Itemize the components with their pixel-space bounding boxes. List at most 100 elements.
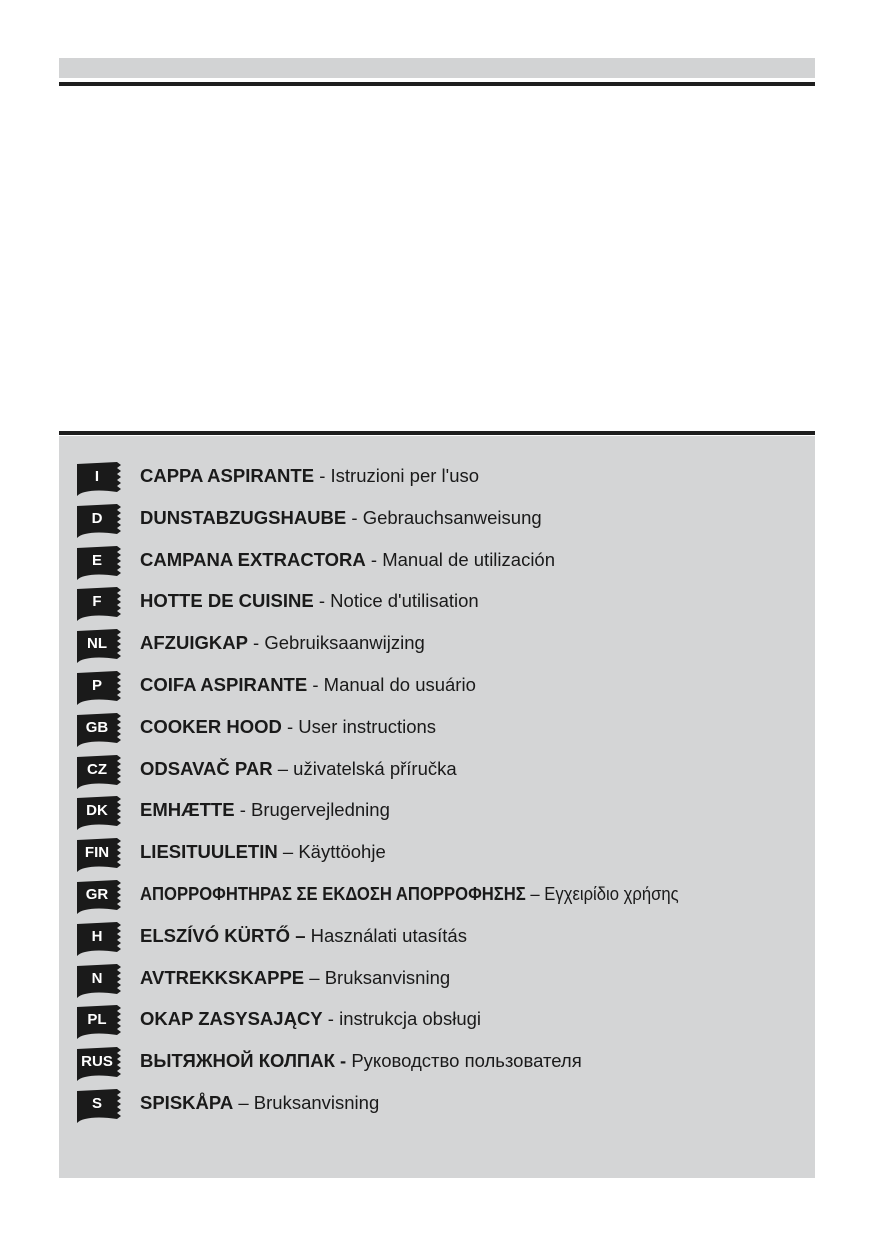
language-text: COIFA ASPIRANTE - Manual do usuário: [140, 674, 476, 696]
language-flag-badge: E: [77, 545, 123, 580]
language-flag-badge: F: [77, 587, 123, 622]
product-title: SPISKÅPA: [140, 1092, 234, 1113]
language-flag-badge: RUS: [77, 1047, 123, 1082]
language-code: D: [91, 509, 103, 527]
manual-subtitle: Manual de utilización: [382, 548, 556, 570]
language-text: EMHÆTTE - Brugervejledning: [140, 799, 390, 821]
language-code: CZ: [87, 760, 107, 778]
product-title: COIFA ASPIRANTE: [140, 674, 308, 695]
separator: -: [307, 674, 324, 695]
product-title: OKAP ZASYSAJĄCY: [140, 1008, 323, 1030]
language-text: CAMPANA EXTRACTORA - Manual de utilizaci…: [140, 549, 555, 571]
separator: -: [365, 548, 383, 570]
language-item: F HOTTE DE CUISINE - Notice d'utilisatio…: [77, 587, 479, 622]
language-item: CZ ODSAVAČ PAR – uživatelská příručka: [77, 754, 457, 789]
product-title: EMHÆTTE: [140, 799, 235, 821]
language-flag-badge: PL: [77, 1005, 123, 1040]
manual-subtitle: Brugervejledning: [251, 799, 390, 821]
manual-subtitle: Руководство пользователя: [351, 1050, 582, 1072]
language-code: DK: [86, 802, 108, 820]
language-item: D DUNSTABZUGSHAUBE - Gebrauchsanweisung: [77, 503, 542, 538]
separator: -: [247, 632, 265, 654]
language-list: I CAPPA ASPIRANTE - Istruzioni per l'uso…: [59, 436, 815, 1178]
language-code: P: [91, 677, 102, 694]
language-code: E: [91, 551, 102, 569]
manual-subtitle: uživatelská příručka: [293, 757, 457, 779]
header-rule: [59, 82, 815, 86]
language-flag-badge: N: [77, 963, 123, 998]
language-text: ВЫТЯЖНОЙ КОЛПАК - Руководство пользовате…: [140, 1050, 582, 1072]
product-title: LIESITUULETIN: [140, 841, 278, 863]
manual-subtitle: Bruksanvisning: [324, 966, 451, 988]
separator: –: [233, 1092, 254, 1113]
language-flag-badge: GR: [77, 880, 123, 914]
separator: -: [346, 506, 363, 528]
language-code: NL: [87, 635, 107, 653]
separator: -: [313, 590, 331, 612]
language-item: GR ΑΠΟΡΡΟΦΗΤΗΡΑΣ ΣΕ ΕΚΔΟΣΗ ΑΠΟΡΡΟΦΗΣΗΣ –…: [77, 880, 739, 914]
language-code: FIN: [84, 844, 110, 862]
language-item: FIN LIESITUULETIN – Käyttöohje: [77, 838, 386, 873]
language-code: GB: [85, 718, 109, 736]
language-code: RUS: [81, 1053, 113, 1071]
language-flag-badge: CZ: [77, 754, 123, 789]
manual-subtitle: Használati utasítás: [310, 924, 467, 946]
language-code: PL: [87, 1011, 107, 1029]
language-item: GB COOKER HOOD - User instructions: [77, 712, 436, 747]
language-code: F: [92, 593, 102, 611]
language-text: SPISKÅPA – Bruksanvisning: [140, 1092, 379, 1114]
manual-subtitle: Gebrauchsanweisung: [362, 506, 542, 528]
language-flag-badge: D: [77, 503, 123, 538]
manual-subtitle: Notice d'utilisation: [330, 590, 479, 612]
language-flag-badge: I: [77, 462, 123, 496]
product-title: COOKER HOOD: [140, 715, 282, 737]
separator: -: [322, 1008, 340, 1030]
language-item: E CAMPANA EXTRACTORA - Manual de utiliza…: [77, 545, 555, 580]
separator: -: [281, 715, 299, 737]
language-text: COOKER HOOD - User instructions: [140, 716, 436, 738]
language-flag-badge: P: [77, 671, 123, 705]
language-item: P COIFA ASPIRANTE - Manual do usuário: [77, 671, 476, 705]
manual-subtitle: Manual do usuário: [323, 674, 476, 695]
language-flag-badge: NL: [77, 629, 123, 664]
language-text: OKAP ZASYSAJĄCY - instrukcja obsługi: [140, 1008, 481, 1030]
manual-subtitle: Εγχειρίδιο χρήσης: [544, 883, 679, 904]
language-item: DK EMHÆTTE - Brugervejledning: [77, 796, 390, 831]
product-title: ODSAVAČ PAR: [140, 757, 273, 779]
manual-subtitle: Bruksanvisning: [253, 1092, 380, 1113]
language-code: S: [91, 1095, 102, 1112]
product-title: AFZUIGKAP: [140, 632, 248, 654]
language-item: N AVTREKKSKAPPE – Bruksanvisning: [77, 963, 450, 998]
language-flag-badge: DK: [77, 796, 123, 831]
language-item: H ELSZÍVÓ KÜRTŐ – Használati utasítás: [77, 921, 467, 956]
separator: –: [272, 757, 294, 779]
product-title: CAMPANA EXTRACTORA: [140, 548, 366, 570]
language-code: I: [94, 468, 100, 485]
language-flag-badge: H: [77, 921, 123, 956]
language-code: GR: [85, 886, 109, 903]
product-title: AVTREKKSKAPPE: [140, 966, 305, 988]
language-item: NL AFZUIGKAP - Gebruiksaanwijzing: [77, 629, 425, 664]
separator: –: [304, 966, 325, 988]
language-code: N: [91, 969, 103, 987]
language-item: PL OKAP ZASYSAJĄCY - instrukcja obsługi: [77, 1005, 481, 1040]
language-text: AFZUIGKAP - Gebruiksaanwijzing: [140, 632, 425, 654]
language-text: ΑΠΟΡΡΟΦΗΤΗΡΑΣ ΣΕ ΕΚΔΟΣΗ ΑΠΟΡΡΟΦΗΣΗΣ – Εγ…: [140, 883, 679, 905]
product-title: ELSZÍVÓ KÜRTŐ –: [140, 924, 306, 946]
product-title: DUNSTABZUGSHAUBE: [140, 506, 347, 528]
product-title: ВЫТЯЖНОЙ КОЛПАК -: [140, 1050, 347, 1072]
section-rule: [59, 431, 815, 435]
language-text: ODSAVAČ PAR – uživatelská příručka: [140, 758, 457, 780]
manual-subtitle: Käyttöohje: [298, 841, 386, 863]
separator: -: [234, 799, 252, 821]
language-text: LIESITUULETIN – Käyttöohje: [140, 841, 386, 863]
language-item: RUS ВЫТЯЖНОЙ КОЛПАК - Руководство пользо…: [77, 1047, 582, 1082]
separator: –: [525, 883, 545, 904]
language-flag-badge: FIN: [77, 838, 123, 873]
product-title: ΑΠΟΡΡΟΦΗΤΗΡΑΣ ΣΕ ΕΚΔΟΣΗ ΑΠΟΡΡΟΦΗΣΗΣ: [140, 883, 526, 904]
language-text: CAPPA ASPIRANTE - Istruzioni per l'uso: [140, 465, 479, 487]
language-item: I CAPPA ASPIRANTE - Istruzioni per l'uso: [77, 462, 479, 496]
language-item: S SPISKÅPA – Bruksanvisning: [77, 1089, 379, 1123]
language-text: AVTREKKSKAPPE – Bruksanvisning: [140, 967, 450, 989]
manual-subtitle: Gebruiksaanwijzing: [264, 632, 425, 654]
